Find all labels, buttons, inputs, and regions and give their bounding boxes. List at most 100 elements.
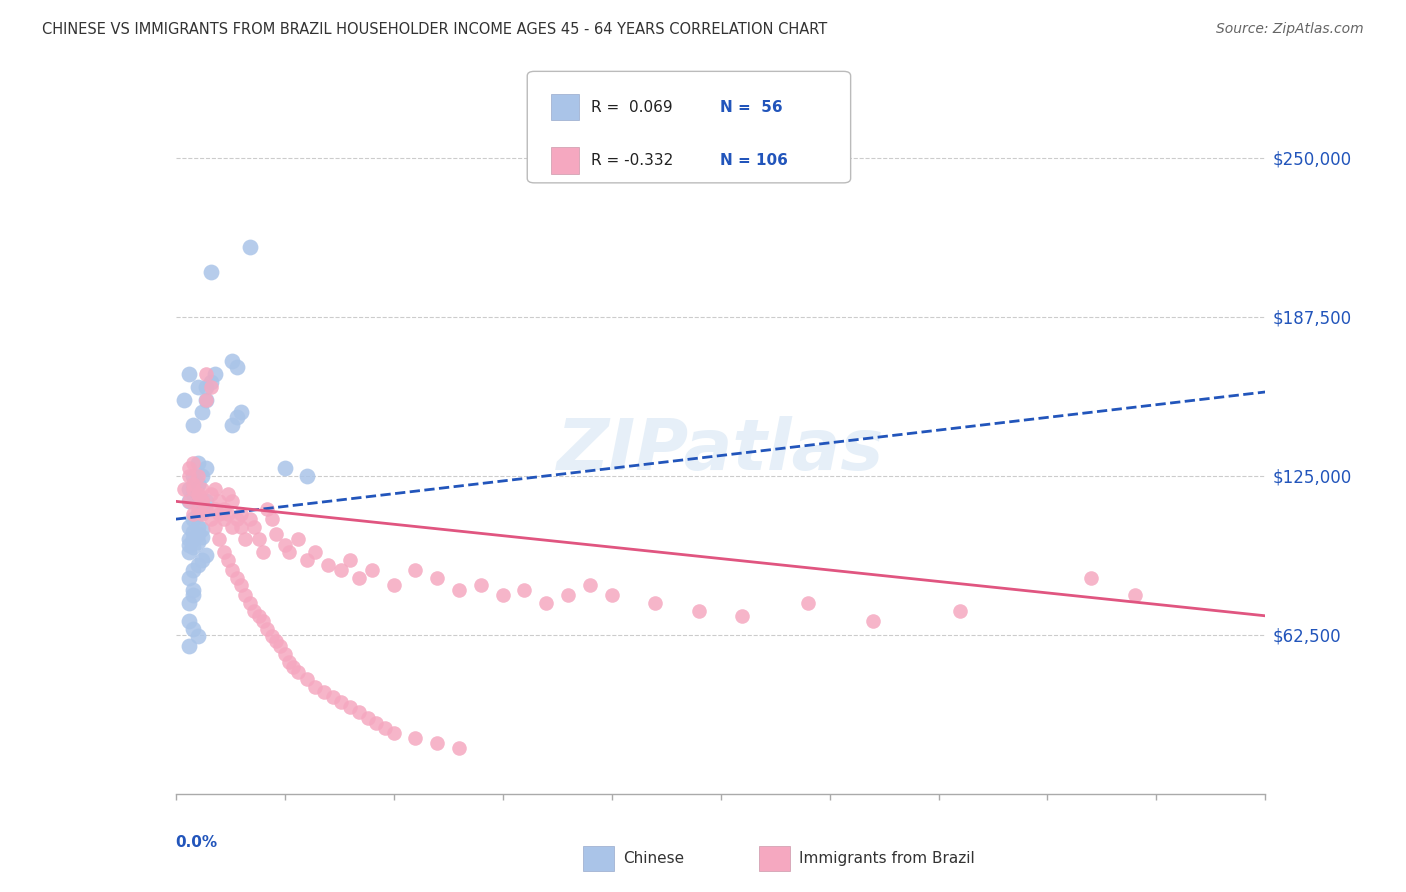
Point <box>534 596 557 610</box>
Point <box>347 706 370 720</box>
Point <box>204 502 226 516</box>
Point <box>177 520 200 534</box>
Point <box>204 482 226 496</box>
Point <box>221 563 243 577</box>
Point <box>177 367 200 381</box>
Point <box>177 494 200 508</box>
Point <box>304 680 326 694</box>
Point <box>231 405 253 419</box>
Point <box>274 538 297 552</box>
Point <box>177 596 200 610</box>
Point <box>195 502 218 516</box>
Point <box>264 634 287 648</box>
Point <box>177 640 200 654</box>
Point <box>225 571 247 585</box>
Point <box>191 502 214 516</box>
Point <box>200 265 222 279</box>
Point <box>322 690 344 705</box>
Point <box>339 553 361 567</box>
Point <box>600 589 623 603</box>
Text: N = 106: N = 106 <box>720 153 787 168</box>
Point <box>186 380 209 394</box>
Point <box>181 533 204 547</box>
Point <box>200 486 222 500</box>
Point <box>239 512 262 526</box>
Point <box>405 563 427 577</box>
Point <box>181 482 204 496</box>
Text: CHINESE VS IMMIGRANTS FROM BRAZIL HOUSEHOLDER INCOME AGES 45 - 64 YEARS CORRELAT: CHINESE VS IMMIGRANTS FROM BRAZIL HOUSEH… <box>42 22 827 37</box>
Point <box>181 486 204 500</box>
Point <box>181 622 204 636</box>
Text: Immigrants from Brazil: Immigrants from Brazil <box>799 851 974 865</box>
Point <box>195 392 218 407</box>
Point <box>217 486 239 500</box>
Point <box>177 538 200 552</box>
Point <box>366 715 388 730</box>
Point <box>212 545 235 559</box>
Point <box>181 456 204 470</box>
Point <box>186 535 209 549</box>
Point <box>177 533 200 547</box>
Point <box>181 512 204 526</box>
Point <box>181 507 204 521</box>
Text: Chinese: Chinese <box>623 851 683 865</box>
Point <box>295 673 318 687</box>
Point <box>312 685 335 699</box>
Point <box>173 392 195 407</box>
Point <box>173 482 195 496</box>
Point <box>181 469 204 483</box>
Point <box>252 614 274 628</box>
Point <box>295 553 318 567</box>
Point <box>470 578 492 592</box>
Point <box>186 476 209 491</box>
Point <box>243 520 266 534</box>
Point <box>447 741 470 756</box>
Point <box>278 545 301 559</box>
Point <box>318 558 340 572</box>
Point <box>191 482 214 496</box>
Point <box>195 548 218 562</box>
Text: ZIPatlas: ZIPatlas <box>557 416 884 485</box>
Point <box>256 502 278 516</box>
Point <box>247 608 270 623</box>
Point <box>260 512 283 526</box>
Text: R =  0.069: R = 0.069 <box>591 100 672 114</box>
Point <box>492 589 515 603</box>
Point <box>274 461 297 475</box>
Point <box>195 367 218 381</box>
Point <box>231 578 253 592</box>
Point <box>557 589 579 603</box>
Point <box>186 520 209 534</box>
Point <box>186 486 209 500</box>
Point <box>200 380 222 394</box>
Text: N =  56: N = 56 <box>720 100 783 114</box>
Point <box>278 655 301 669</box>
Point <box>949 604 972 618</box>
Point <box>239 240 262 254</box>
Point <box>181 589 204 603</box>
Point <box>217 507 239 521</box>
Point <box>200 512 222 526</box>
Point <box>200 375 222 389</box>
Point <box>269 640 291 654</box>
Point <box>186 502 209 516</box>
Point <box>225 512 247 526</box>
Point <box>405 731 427 745</box>
Point <box>191 405 214 419</box>
Point <box>177 461 200 475</box>
Point <box>360 563 382 577</box>
Point <box>447 583 470 598</box>
Point <box>221 494 243 508</box>
Point <box>212 502 235 516</box>
Point <box>208 507 231 521</box>
Point <box>688 604 710 618</box>
Point <box>191 522 214 536</box>
Point <box>239 596 262 610</box>
Point <box>382 726 405 740</box>
Point <box>191 494 214 508</box>
Point <box>177 482 200 496</box>
Point <box>264 527 287 541</box>
Point <box>177 571 200 585</box>
Point <box>283 659 305 673</box>
Point <box>356 710 378 724</box>
